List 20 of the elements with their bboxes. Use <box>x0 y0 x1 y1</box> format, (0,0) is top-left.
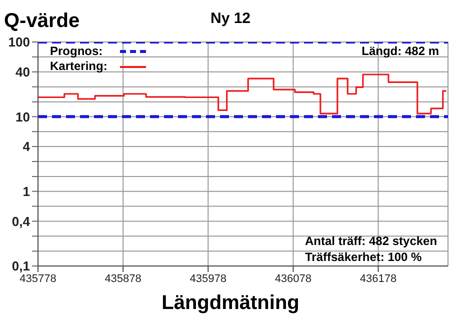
y-tick-label: 4 <box>22 139 31 154</box>
annotation: Antal träff: 482 stycken <box>305 233 438 249</box>
legend-label: Prognos: <box>50 44 104 59</box>
x-tick-label: 435878 <box>104 272 142 285</box>
y-tick-label: 0,4 <box>12 214 31 229</box>
chart-title: Ny 12 <box>210 10 251 27</box>
y-tick-label: 0,1 <box>12 258 30 274</box>
x-tick-label: 436178 <box>360 272 397 285</box>
y-tick-label: 100 <box>8 34 30 50</box>
y-tick-label: 1 <box>22 184 30 199</box>
y-axis-title: Q-värde <box>4 10 80 33</box>
x-tick-label: 436078 <box>274 272 312 285</box>
annotation: Träffsäkerhet: 100 % <box>305 249 423 265</box>
x-tick-label: 435778 <box>20 272 56 285</box>
y-tick-label: 40 <box>16 64 30 80</box>
x-tick-label: 435978 <box>190 272 226 285</box>
legend-label: Kartering: <box>50 59 108 74</box>
y-tick-label: 10 <box>16 109 30 124</box>
x-axis-title: Längdmätning <box>160 292 300 315</box>
annotation: Längd: 482 m <box>362 44 439 58</box>
